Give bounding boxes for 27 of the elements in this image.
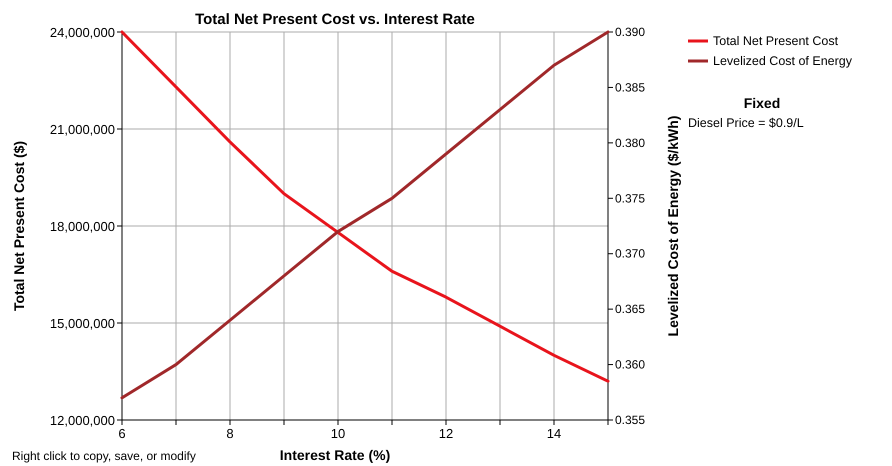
y2-tick-label: 0.390: [615, 25, 646, 39]
text: Diesel Price = $0.9/L: [688, 116, 804, 130]
x-tick-label: 12: [438, 426, 454, 441]
y-axis-title: Total Net Present Cost ($): [11, 140, 27, 312]
x-tick-label: 10: [330, 426, 346, 441]
y2-tick-label: 0.385: [615, 80, 646, 94]
x-tick-label: 6: [118, 426, 126, 441]
text: Fixed: [744, 95, 780, 111]
x-tick-label: 14: [546, 426, 562, 441]
y2-tick-label: 0.380: [615, 136, 646, 150]
text: Right click to copy, save, or modify: [12, 449, 196, 463]
legend-label: Total Net Present Cost: [713, 34, 839, 48]
y2-tick-label: 0.355: [615, 413, 646, 427]
y2-tick-label: 0.370: [615, 246, 646, 261]
y-tick-label: 15,000,000: [50, 316, 115, 331]
y2-axis-title: Levelized Cost of Energy ($/kWh): [665, 116, 681, 336]
y-tick-label: 21,000,000: [50, 122, 115, 137]
legend-label: Levelized Cost of Energy: [713, 54, 853, 68]
y2-tick-label: 0.360: [615, 358, 646, 372]
x-tick-label: 8: [226, 426, 234, 441]
y2-tick-label: 0.365: [615, 302, 646, 316]
y-tick-label: 24,000,000: [50, 25, 115, 40]
x-axis-title: Interest Rate (%): [280, 447, 390, 463]
chart-title: Total Net Present Cost vs. Interest Rate: [195, 11, 475, 28]
y-tick-label: 18,000,000: [50, 219, 115, 234]
y2-tick-label: 0.375: [615, 191, 646, 206]
y-tick-label: 12,000,000: [50, 413, 115, 428]
